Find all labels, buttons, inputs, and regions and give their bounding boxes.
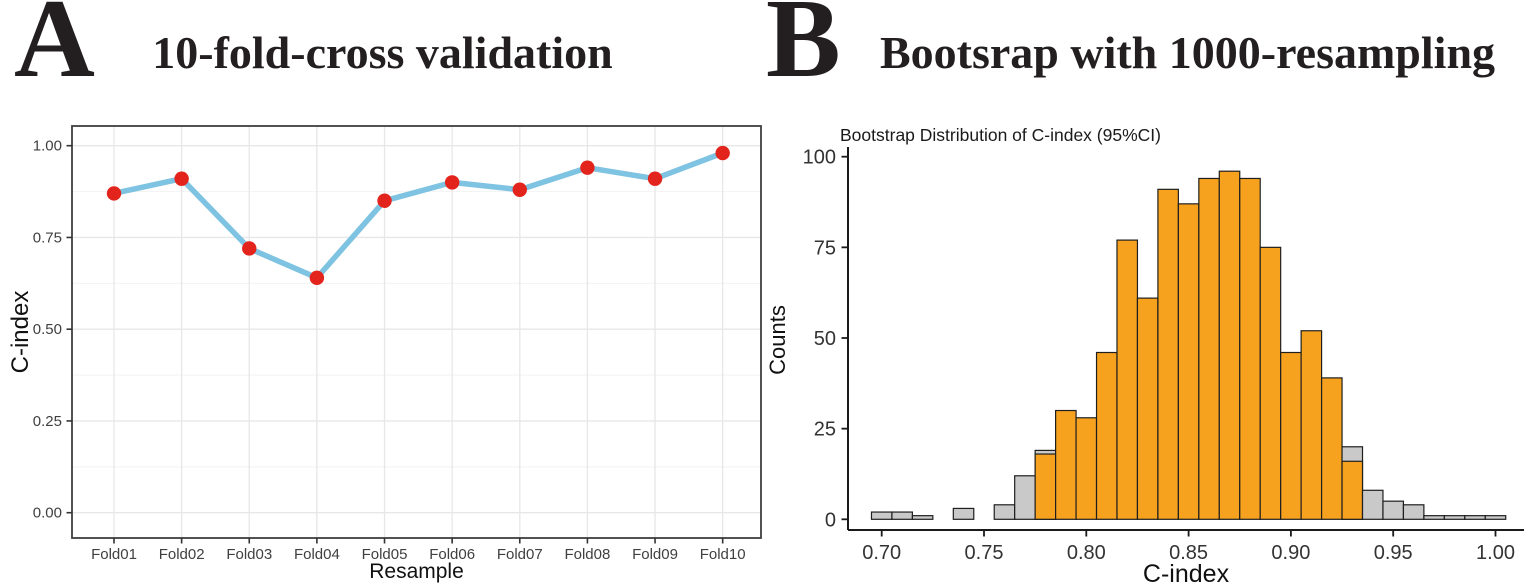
panel-b-xtick-label: 0.80	[1067, 542, 1106, 564]
panel-a-xtick-label: Fold06	[429, 546, 475, 563]
data-point-Fold01	[106, 186, 122, 201]
hist-bar-ci-0.79	[1055, 409, 1077, 520]
hist-bar-ci-0.93	[1341, 460, 1364, 520]
hist-bar-ci-0.91	[1300, 330, 1323, 520]
panel-b-letter: B	[766, 0, 841, 101]
hist-bar-total-1.00	[1484, 515, 1507, 520]
panel-a-xtick-label: Fold01	[91, 546, 137, 563]
hist-bar-ci-0.82	[1116, 239, 1139, 520]
panel-b-yaxis-title: Counts	[765, 305, 790, 375]
data-point-Fold03	[242, 241, 257, 256]
cindex-points	[106, 145, 730, 286]
panel-b-chart-subtitle: Bootstrap Distribution of C-index (95%CI…	[840, 125, 1161, 145]
panel-a-xtick-label: Fold09	[632, 546, 678, 563]
panel-a-title: 10-fold-cross validation	[152, 27, 613, 78]
panel-a-ytick-label: 1.00	[33, 138, 62, 155]
panel-a-ytick-label: 0.50	[33, 321, 62, 338]
panel-b-ytick-label: 75	[814, 237, 836, 259]
panel-a-xtick-label: Fold05	[362, 546, 408, 563]
hist-bar-ci-0.80	[1075, 417, 1098, 520]
hist-bar-ci-0.87	[1218, 170, 1241, 520]
panel-a-xtick-label: Fold08	[564, 546, 610, 563]
hist-bar-total-0.98	[1443, 515, 1466, 520]
hist-bar-ci-0.85	[1177, 203, 1200, 520]
data-point-Fold06	[444, 175, 460, 190]
hist-bar-ci-0.84	[1157, 188, 1179, 520]
histogram-bars	[870, 170, 1507, 520]
hist-bar-ci-0.86	[1198, 177, 1220, 520]
panel-a-axis-ticks: 0.00 0.25 0.50 0.75 1.00 Fold01 Fold02 Fold03 Fo…	[33, 138, 746, 563]
hist-bar-ci-0.88	[1239, 177, 1261, 520]
panel-b-axis-ticks: 0 25 50 75 100 0.70 0.75 0.80 0.85 0.90 0.95 1.00	[803, 147, 1515, 564]
panel-a-major-gridlines	[72, 126, 761, 538]
hist-bar-total-0.71	[891, 511, 913, 520]
panel-b-xtick-label: 1.00	[1476, 542, 1515, 564]
panel-a-yaxis-title: C-index	[7, 291, 34, 374]
data-point-Fold08	[580, 160, 595, 175]
hist-bar-total-0.77	[1014, 475, 1036, 520]
panel-a-xtick-label: Fold04	[294, 546, 340, 563]
panel-a-xaxis-title: Resample	[369, 560, 464, 583]
panel-b-xaxis-title: C-index	[1143, 560, 1230, 585]
hist-bar-ci-0.90	[1280, 351, 1302, 520]
data-point-Fold10	[715, 145, 730, 161]
hist-bar-ci-0.78	[1034, 453, 1057, 520]
cindex-line	[111, 150, 726, 281]
panel-a-xtick-label: Fold03	[226, 546, 272, 563]
panel-a-letter: A	[14, 0, 95, 101]
hist-bar-total-0.95	[1382, 500, 1405, 520]
panel-a-xtick-label: Fold02	[159, 546, 205, 563]
hist-bar-ci-0.92	[1320, 377, 1343, 520]
data-point-Fold05	[377, 193, 392, 208]
data-point-Fold09	[647, 171, 663, 186]
hist-bar-total-0.97	[1423, 515, 1445, 520]
hist-bar-ci-0.83	[1136, 297, 1159, 520]
panel-a-border	[71, 125, 762, 539]
panel-b-xtick-label: 0.70	[862, 542, 901, 564]
hist-bar-total-0.72	[911, 515, 934, 520]
panel-a-chart: 0.00 0.25 0.50 0.75 1.00 Fold01 Fold02 Fold03 Fo…	[7, 125, 762, 583]
hist-bar-total-0.99	[1464, 515, 1486, 520]
data-point-Fold04	[309, 270, 325, 286]
panel-b-xtick-label: 0.75	[965, 542, 1004, 564]
data-point-Fold07	[512, 182, 527, 197]
panel-b-xtick-label: 0.95	[1374, 542, 1413, 564]
hist-bar-total-0.76	[993, 504, 1016, 520]
hist-bar-total-0.96	[1402, 504, 1425, 520]
panel-b-ytick-label: 0	[825, 509, 836, 531]
data-point-Fold02	[174, 171, 189, 186]
panel-a-ytick-label: 0.25	[33, 413, 62, 430]
hist-bar-total-0.74	[952, 507, 975, 520]
panel-b-ytick-label: 100	[803, 147, 836, 169]
panel-b-xtick-label: 0.90	[1271, 542, 1310, 564]
panel-a-ytick-label: 0.75	[33, 229, 62, 246]
panel-b-ytick-label: 25	[814, 419, 836, 441]
panel-b-ytick-label: 50	[814, 328, 836, 350]
panel-a-xtick-label: Fold10	[700, 546, 746, 563]
hist-bar-total-0.94	[1361, 489, 1384, 520]
hist-bar-ci-0.81	[1095, 351, 1118, 520]
hist-bar-total-0.70	[870, 511, 893, 520]
panel-b-title: Bootsrap with 1000-resampling	[879, 27, 1496, 78]
panel-a-xtick-label: Fold07	[497, 546, 543, 563]
panel-a-background	[72, 126, 761, 538]
panel-b-chart: 0 25 50 75 100 0.70 0.75 0.80 0.85 0.90 0.95 1.00 Bo…	[765, 125, 1524, 585]
panel-a-ytick-label: 0.00	[33, 505, 62, 522]
hist-bar-ci-0.89	[1259, 246, 1282, 520]
panel-b-xtick-label: 0.85	[1169, 542, 1208, 564]
